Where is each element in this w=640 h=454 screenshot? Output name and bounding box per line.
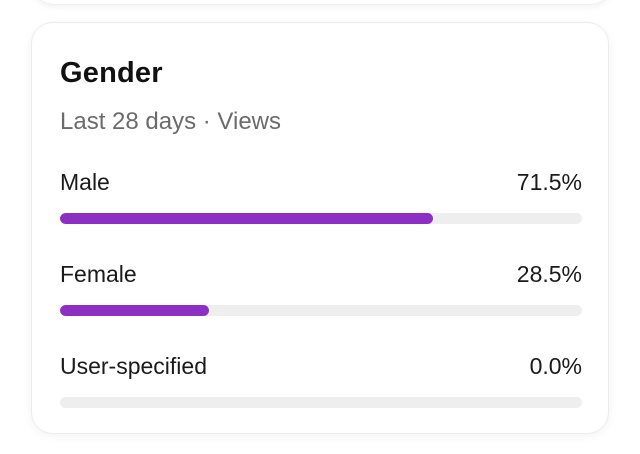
gender-label: Male [60, 169, 110, 195]
gender-row-user-specified: User-specified 0.0% [60, 353, 582, 409]
progress-track [60, 397, 582, 408]
gender-label: Female [60, 261, 137, 287]
gender-row-female: Female 28.5% [60, 261, 582, 317]
card-subtitle: Last 28 days · Views [60, 108, 282, 135]
progress-fill [60, 305, 209, 316]
gender-label: User-specified [60, 353, 207, 379]
previous-card-edge [32, 0, 612, 5]
progress-track [60, 213, 582, 224]
gender-card: Gender Last 28 days · Views Male 71.5% F… [31, 22, 609, 434]
gender-percent: 71.5% [516, 169, 582, 195]
gender-percent: 0.0% [529, 353, 582, 379]
card-title: Gender [60, 57, 163, 89]
gender-row-male: Male 71.5% [60, 169, 582, 225]
progress-fill [60, 213, 434, 224]
progress-track [60, 305, 582, 316]
gender-percent: 28.5% [516, 261, 582, 287]
